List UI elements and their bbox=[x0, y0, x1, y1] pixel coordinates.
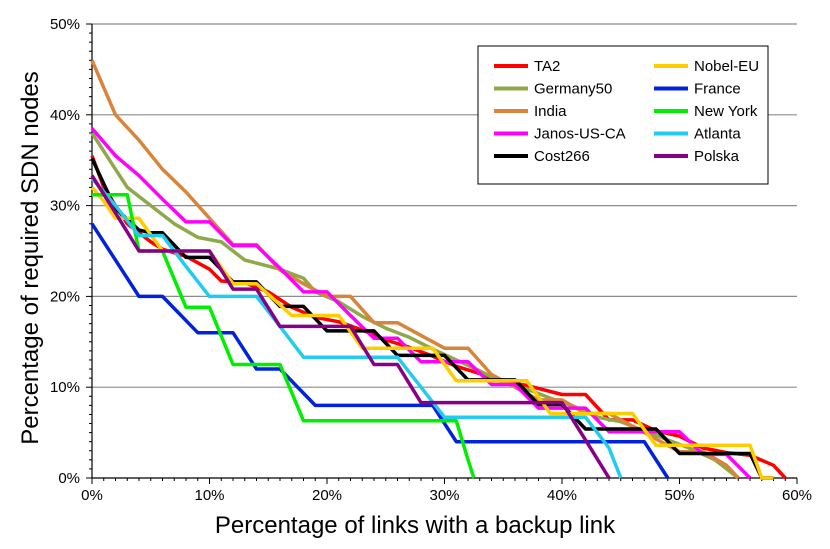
y-tick-label: 0% bbox=[58, 470, 80, 487]
legend-ta2-label: TA2 bbox=[534, 58, 560, 75]
y-tick-label: 10% bbox=[50, 379, 80, 396]
x-tick-label: 0% bbox=[81, 487, 103, 504]
x-tick-label: 40% bbox=[547, 487, 577, 504]
x-axis-title: Percentage of links with a backup link bbox=[215, 512, 616, 539]
legend-box bbox=[477, 45, 769, 185]
legend: TA2 Germany50 India Janos-US-CA Cost266 Nobel… bbox=[477, 45, 769, 185]
x-tick-label: 30% bbox=[429, 487, 459, 504]
legend-india-label: India bbox=[534, 103, 567, 120]
x-tick-label: 20% bbox=[312, 487, 342, 504]
series-polska-line bbox=[90, 174, 611, 479]
legend-cost266-label: Cost266 bbox=[534, 148, 590, 165]
legend-polska-label: Polska bbox=[694, 148, 740, 165]
series-cost266-line bbox=[90, 157, 774, 480]
legend-nobel-eu-label: Nobel-EU bbox=[694, 58, 759, 75]
x-axis-ticks: 0% 10% 20% 30% 40% 50% 60% bbox=[81, 487, 812, 504]
series-layer bbox=[90, 59, 787, 480]
x-tick-label: 10% bbox=[194, 487, 224, 504]
y-axis-ticks: 0% 10% 20% 30% 40% 50% bbox=[50, 16, 80, 487]
axes bbox=[86, 23, 798, 484]
y-tick-label: 40% bbox=[50, 107, 80, 124]
legend-new-york-label: New York bbox=[694, 103, 758, 120]
x-tick-label: 50% bbox=[664, 487, 694, 504]
legend-germany50-label: Germany50 bbox=[534, 81, 612, 98]
legend-janos-us-ca-label: Janos-US-CA bbox=[534, 126, 626, 143]
y-tick-label: 20% bbox=[50, 288, 80, 305]
y-tick-label: 30% bbox=[50, 198, 80, 215]
series-france-line bbox=[90, 222, 670, 479]
legend-france-label: France bbox=[694, 81, 741, 98]
series-atlanta-line bbox=[90, 177, 623, 479]
legend-atlanta-label: Atlanta bbox=[694, 126, 741, 143]
x-tick-label: 60% bbox=[782, 487, 812, 504]
y-tick-label: 50% bbox=[50, 16, 80, 33]
y-axis-title: Percentage of required SDN nodes bbox=[17, 71, 44, 445]
